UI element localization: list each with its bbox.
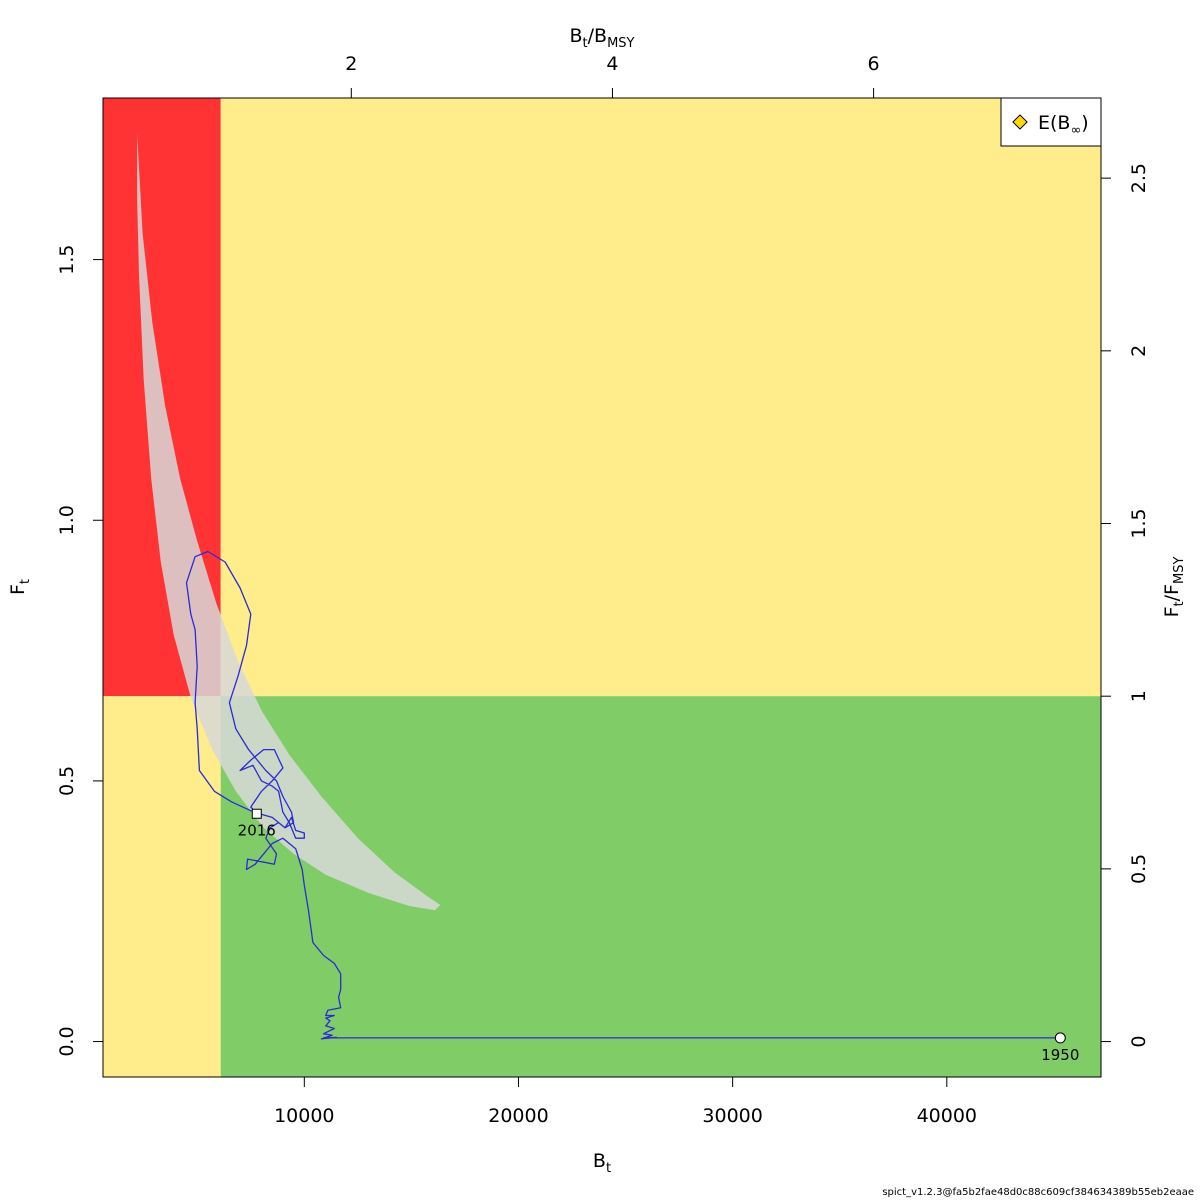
confidence-region <box>137 131 441 911</box>
biomass-fishing-trajectory <box>185 550 1061 1040</box>
top-tick-label: 4 <box>606 53 618 75</box>
y-tick-label: 1.5 <box>56 244 78 274</box>
right-tick-label: 0.5 <box>1128 854 1150 884</box>
top-tick-label: 2 <box>345 53 357 75</box>
trajectory-layer <box>185 550 1061 1040</box>
right-tick-label: 0 <box>1128 1036 1150 1048</box>
zone-overfished <box>103 696 221 1077</box>
y-tick-label: 1.0 <box>56 505 78 535</box>
confidence-ellipse <box>137 131 441 911</box>
zone-sustainable <box>220 696 1101 1077</box>
x-tick-label: 30000 <box>702 1105 762 1127</box>
end-point-marker <box>251 808 262 819</box>
top-axis-title: Bt/BMSY <box>569 25 634 51</box>
x-tick-label: 10000 <box>274 1105 334 1127</box>
right-tick-label: 1 <box>1128 690 1150 702</box>
plot-frame <box>102 97 1102 1078</box>
end-year-label: 2016 <box>238 822 276 840</box>
x-tick-label: 20000 <box>488 1105 548 1127</box>
top-tick-label: 6 <box>868 53 880 75</box>
legend-diamond-icon <box>1012 114 1028 130</box>
x-axis-title: Bt <box>593 1150 611 1176</box>
right-tick-label: 2.5 <box>1128 163 1150 193</box>
right-tick-label: 2 <box>1128 345 1150 357</box>
y-tick-label: 0.0 <box>56 1026 78 1056</box>
y-tick-label: 0.5 <box>56 766 78 796</box>
axes: 10000 20000 30000 40000 0.0 0.5 1.0 1.5 2 4 6 0 0.5 1… <box>56 53 1150 1127</box>
start-point-marker <box>1054 1032 1066 1044</box>
legend: E(B∞) <box>1000 97 1102 147</box>
zone-backgrounds <box>103 98 1101 1077</box>
x-tick-label: 40000 <box>917 1105 977 1127</box>
legend-label: E(B∞) <box>1038 112 1089 138</box>
right-axis-title: Ft/FMSY <box>1161 557 1187 618</box>
zone-overfishing <box>220 98 1101 697</box>
right-tick-label: 1.5 <box>1128 508 1150 538</box>
version-footer: spict_v1.2.3@fa5b2fae48d0c88c609cf384634… <box>882 1187 1194 1198</box>
start-year-label: 1950 <box>1041 1046 1079 1064</box>
y-axis-title: Ft <box>7 579 33 595</box>
endpoint-markers: 1950 2016 <box>238 808 1079 1064</box>
